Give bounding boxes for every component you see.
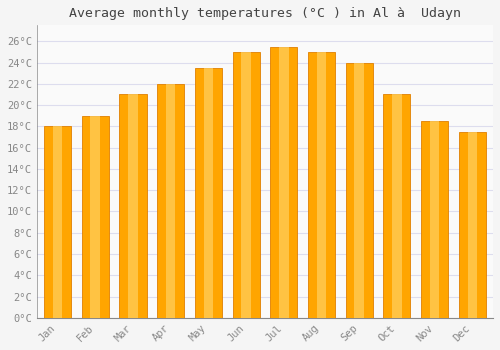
Bar bbox=[166, 84, 175, 318]
Bar bbox=[270, 47, 297, 318]
Bar bbox=[44, 126, 71, 318]
Bar bbox=[204, 68, 213, 318]
Bar bbox=[195, 68, 222, 318]
Bar bbox=[316, 52, 326, 318]
Bar bbox=[279, 47, 288, 318]
Bar bbox=[308, 52, 335, 318]
Bar bbox=[90, 116, 100, 318]
Bar bbox=[82, 116, 109, 318]
Bar bbox=[120, 94, 146, 318]
Bar bbox=[242, 52, 251, 318]
Bar bbox=[346, 63, 373, 318]
Bar bbox=[128, 94, 138, 318]
Bar bbox=[392, 94, 402, 318]
Bar bbox=[232, 52, 260, 318]
Bar bbox=[421, 121, 448, 318]
Bar bbox=[458, 132, 486, 318]
Bar bbox=[384, 94, 410, 318]
Bar bbox=[354, 63, 364, 318]
Bar bbox=[430, 121, 440, 318]
Title: Average monthly temperatures (°C ) in Al à  Udayn: Average monthly temperatures (°C ) in Al… bbox=[69, 7, 461, 20]
Bar bbox=[53, 126, 62, 318]
Bar bbox=[157, 84, 184, 318]
Bar bbox=[468, 132, 477, 318]
